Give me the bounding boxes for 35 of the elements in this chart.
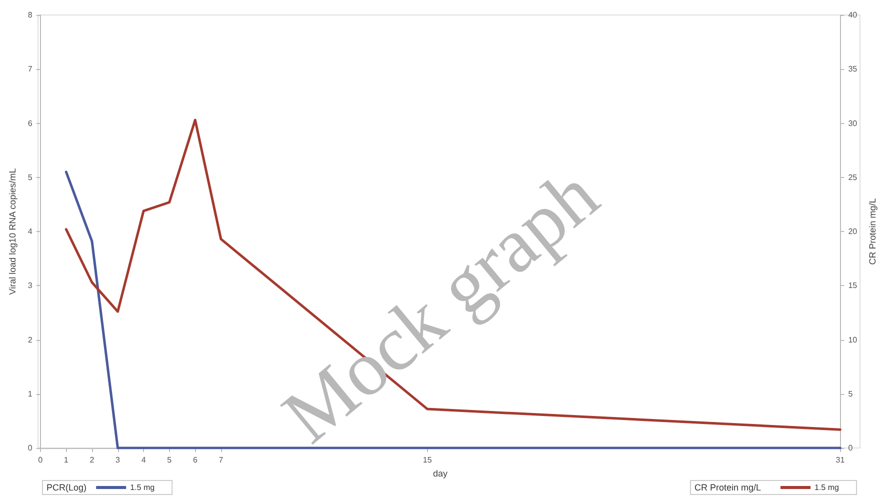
y2-tick-label: 35 <box>848 64 858 74</box>
y2-tick-label: 0 <box>848 444 854 452</box>
y2-tick-label: 40 <box>848 10 858 20</box>
y-tick-label: 7 <box>28 64 33 74</box>
y-tick-label: 8 <box>28 10 33 20</box>
y2-tick-label: 25 <box>848 172 858 182</box>
y2-tick-label: 30 <box>848 118 858 128</box>
x-tick-label: 31 <box>836 456 846 464</box>
x-tick-label: 4 <box>141 456 146 464</box>
text: PCR(Log) <box>46 482 87 492</box>
y-tick-label: 0 <box>28 444 33 452</box>
text: CR Protein mg/L <box>694 482 762 492</box>
y-tick-label: 4 <box>28 227 33 236</box>
x-tick-label: 7 <box>218 456 224 464</box>
y-axis-title: Viral load log10 RNA copies/mL <box>8 168 18 295</box>
x-tick-label: 3 <box>116 456 121 464</box>
x-tick-label: 5 <box>167 456 172 464</box>
y2-tick-label: 15 <box>848 281 858 290</box>
y-tick-label: 5 <box>28 172 33 182</box>
y2-tick-label: 10 <box>848 335 858 344</box>
y2-axis-title: CR Protein mg/L <box>868 198 878 265</box>
x-tick-label: 15 <box>422 456 432 464</box>
y-tick-label: 1 <box>28 389 33 398</box>
x-axis-title: day <box>433 468 448 478</box>
legend-label: 1.5 mg <box>130 483 155 492</box>
y-tick-label: 3 <box>28 281 33 290</box>
x-tick-label: 6 <box>192 456 198 464</box>
x-tick-label: 1 <box>64 456 69 464</box>
legend-label: 1.5 mg <box>814 483 839 492</box>
x-tick-label: 0 <box>38 456 44 464</box>
x-tick-label: 2 <box>90 456 95 464</box>
y-tick-label: 2 <box>28 335 33 344</box>
y-tick-label: 6 <box>28 118 33 128</box>
y2-tick-label: 20 <box>848 227 858 236</box>
y2-tick-label: 5 <box>848 389 854 398</box>
